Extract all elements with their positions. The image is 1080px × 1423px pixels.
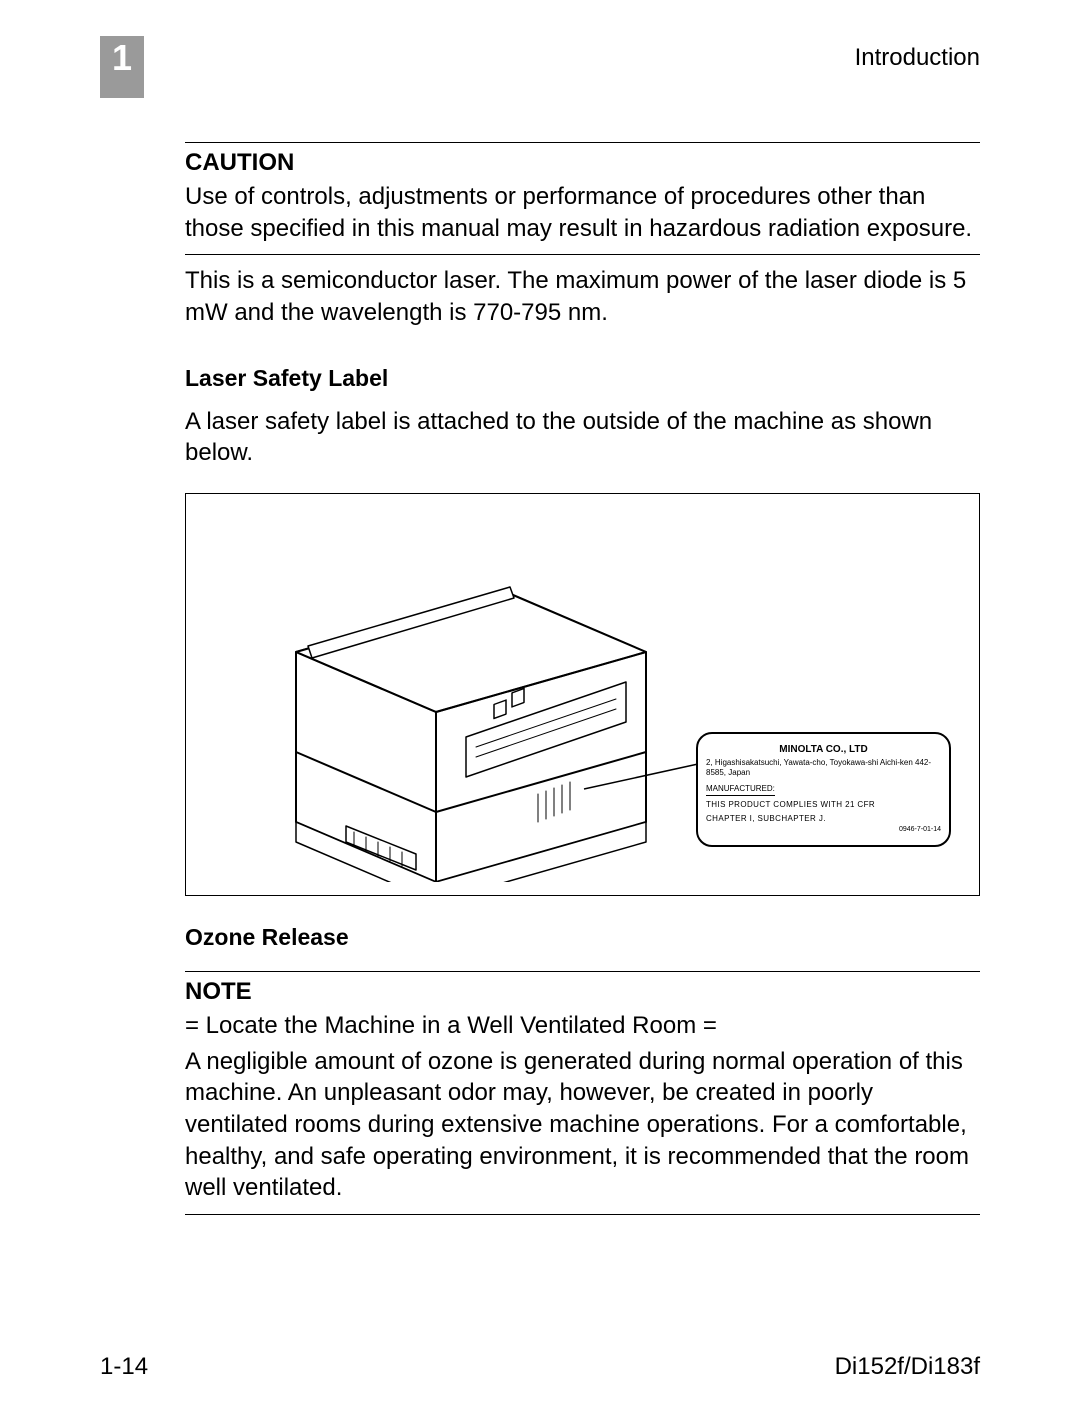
note-block: NOTE = Locate the Machine in a Well Vent… xyxy=(185,971,980,1215)
callout-manufactured: MANUFACTURED: xyxy=(706,784,775,796)
rule-note-bottom xyxy=(185,1214,980,1215)
rule-caution-bottom xyxy=(185,254,980,255)
callout-address: 2, Higashisakatsuchi, Yawata-cho, Toyoka… xyxy=(706,758,941,778)
note-heading: NOTE xyxy=(185,978,980,1006)
model-number: Di152f/Di183f xyxy=(835,1353,980,1381)
label-callout: MINOLTA CO., LTD 2, Higashisakatsuchi, Y… xyxy=(696,732,951,847)
callout-code: 0946-7-01-14 xyxy=(706,826,941,835)
laser-safety-text: A laser safety label is attached to the … xyxy=(185,406,980,469)
chapter-tab: 1 xyxy=(100,36,144,98)
header: 1 Introduction xyxy=(100,36,980,98)
page-root: 1 Introduction CAUTION Use of controls, … xyxy=(0,0,1080,1423)
content-column: CAUTION Use of controls, adjustments or … xyxy=(185,142,980,1215)
header-title: Introduction xyxy=(855,36,980,72)
caution-text: Use of controls, adjustments or performa… xyxy=(185,181,980,244)
callout-compliance-2: CHAPTER I, SUBCHAPTER J. xyxy=(706,814,941,824)
ozone-heading: Ozone Release xyxy=(185,924,980,951)
laser-spec-text: This is a semiconductor laser. The maxim… xyxy=(185,265,980,328)
footer: 1-14 Di152f/Di183f xyxy=(100,1353,980,1381)
laser-safety-heading: Laser Safety Label xyxy=(185,365,980,392)
page-number: 1-14 xyxy=(100,1353,148,1381)
rule-note-top xyxy=(185,971,980,972)
rule-caution-top xyxy=(185,142,980,143)
note-subheading: = Locate the Machine in a Well Ventilate… xyxy=(185,1010,980,1042)
caution-heading: CAUTION xyxy=(185,149,980,177)
figure-printer-label: MINOLTA CO., LTD 2, Higashisakatsuchi, Y… xyxy=(185,493,980,896)
callout-compliance-1: THIS PRODUCT COMPLIES WITH 21 CFR xyxy=(706,800,941,810)
callout-company: MINOLTA CO., LTD xyxy=(706,744,941,757)
note-text: A negligible amount of ozone is generate… xyxy=(185,1046,980,1204)
